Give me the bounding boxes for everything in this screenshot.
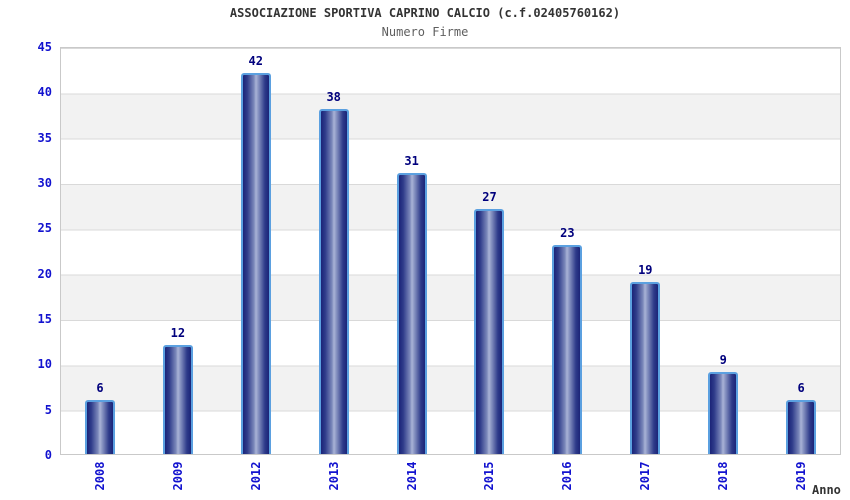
bar [630, 281, 661, 454]
x-tick-label: 2009 [170, 461, 185, 491]
chart-subtitle: Numero Firme [381, 25, 469, 39]
x-tick-label: 2017 [638, 461, 653, 491]
x-axis-title: Anno [812, 483, 841, 497]
bar [240, 73, 271, 454]
bar [708, 372, 739, 454]
y-tick-label: 45 [37, 40, 52, 54]
bar-slot: 42 2012 [217, 48, 295, 490]
y-tick-label: 20 [37, 266, 52, 281]
bars-container: 6 2008 12 2009 42 2012 38 2013 31 2014 27 2015 23 201… [61, 48, 840, 490]
x-tick-label: 2013 [326, 461, 341, 491]
bar [396, 172, 427, 454]
y-tick-label: 40 [37, 85, 52, 100]
x-tick-label: 2018 [716, 461, 731, 491]
bar-slot: 23 2016 [528, 48, 606, 490]
bar [162, 345, 193, 454]
y-tick-label: 10 [37, 357, 52, 372]
bar-slot: 38 2013 [295, 48, 373, 490]
plot-area: 6 2008 12 2009 42 2012 38 2013 31 2014 27 2015 23 201… [60, 47, 841, 490]
bar-value-label: 6 [797, 380, 805, 395]
y-tick-label: 25 [37, 221, 52, 236]
y-tick-label: 35 [37, 130, 52, 145]
bar [318, 109, 349, 454]
x-tick-label: 2008 [92, 461, 107, 491]
bar [786, 399, 817, 454]
x-tick-label: 2012 [248, 461, 263, 491]
chart-title: ASSOCIAZIONE SPORTIVA CAPRINO CALCIO (c.… [229, 6, 621, 20]
bar-slot: 27 2015 [451, 48, 529, 490]
x-tick-label: 2014 [404, 461, 419, 491]
y-axis: 0 5 10 15 20 25 30 35 40 45 [0, 40, 52, 462]
x-tick-label: 2016 [560, 461, 575, 491]
bar-value-label: 6 [96, 380, 104, 395]
y-tick-label: 5 [44, 402, 52, 417]
bar-value-label: 38 [326, 90, 341, 105]
bar-slot: 12 2009 [139, 48, 217, 490]
x-tick-label: 2019 [794, 461, 809, 491]
bar-value-label: 19 [638, 262, 653, 277]
y-tick-label: 30 [37, 176, 52, 190]
bar-value-label: 9 [719, 353, 727, 368]
bar [474, 209, 505, 454]
bar-slot: 6 2019 [762, 48, 840, 490]
x-tick-label: 2015 [482, 461, 497, 491]
bar-slot: 6 2008 [61, 48, 139, 490]
bar [552, 245, 583, 454]
y-tick-label: 0 [44, 448, 52, 462]
bar-value-label: 31 [404, 153, 419, 168]
y-tick-label: 15 [37, 312, 52, 326]
bar-value-label: 12 [170, 326, 186, 341]
bar-value-label: 23 [560, 226, 575, 241]
bar [84, 399, 115, 454]
bar-slot: 9 2018 [684, 48, 762, 490]
bar-slot: 31 2014 [373, 48, 451, 490]
bar-slot: 19 2017 [606, 48, 684, 490]
bar-value-label: 42 [248, 54, 263, 69]
bar-value-label: 27 [482, 190, 497, 205]
